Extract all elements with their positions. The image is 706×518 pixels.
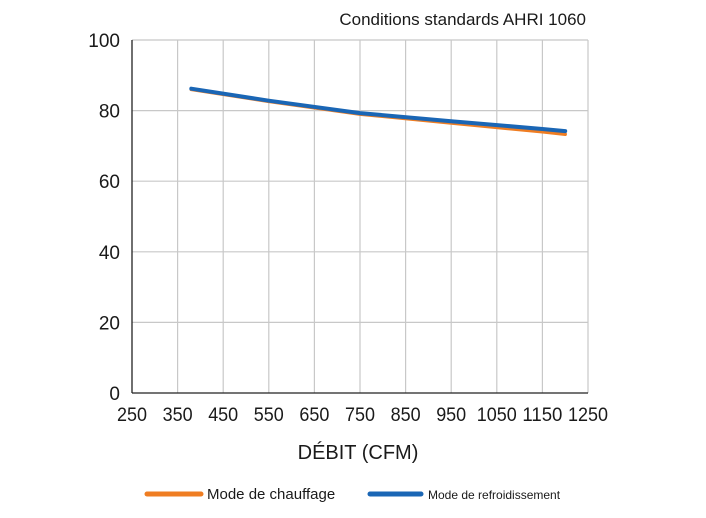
x-tick-label: 450 xyxy=(208,405,238,426)
y-tick-label: 60 xyxy=(99,172,120,193)
grid xyxy=(132,39,589,393)
x-tick-label: 950 xyxy=(436,405,466,426)
legend: Mode de chauffage Mode de refroidissement xyxy=(144,486,561,503)
y-tick-label: 40 xyxy=(99,243,120,264)
x-tick-label: 850 xyxy=(391,405,421,426)
x-tick-label: 350 xyxy=(163,405,193,426)
y-tick-label: 20 xyxy=(99,313,120,334)
x-tick-label: 750 xyxy=(345,405,375,426)
series xyxy=(189,86,568,137)
x-tick-label: 1050 xyxy=(477,405,517,426)
y-tick-label: 80 xyxy=(99,102,120,123)
series-line-cooling xyxy=(189,86,568,134)
x-tick-label: 650 xyxy=(299,405,329,426)
legend-label-cooling: Mode de refroidissement xyxy=(428,488,561,502)
axes xyxy=(131,40,588,394)
y-tick-label: 0 xyxy=(109,384,120,405)
x-tick-label: 1250 xyxy=(568,405,608,426)
x-tick-label: 250 xyxy=(117,405,147,426)
x-tick-label: 1150 xyxy=(522,405,562,426)
legend-label-heating: Mode de chauffage xyxy=(207,486,335,503)
tick-labels: 250 350 450 550 650 750 850 950 1050 1150 1250 0 20 4… xyxy=(88,31,608,426)
chart-title: Conditions standards AHRI 1060 xyxy=(339,10,586,29)
x-axis-label: DÉBIT (CFM) xyxy=(298,441,419,464)
x-tick-label: 550 xyxy=(254,405,284,426)
y-tick-label: 100 xyxy=(88,31,120,52)
